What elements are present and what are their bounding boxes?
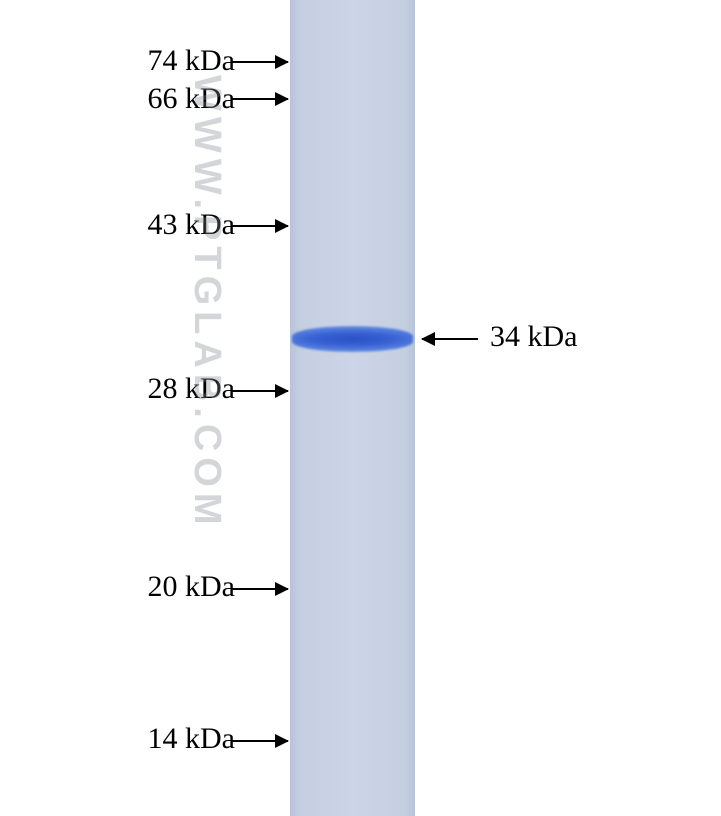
gel-container: 74 kDa 66 kDa 43 kDa 28 kDa 20 kDa 14 kD… [0, 0, 721, 816]
ladder-arrow-74 [232, 61, 288, 63]
ladder-arrow-43 [232, 225, 288, 227]
ladder-label-28: 28 kDa [55, 372, 235, 406]
ladder-label-20: 20 kDa [55, 570, 235, 604]
ladder-arrow-66 [232, 98, 288, 100]
band-label-34: 34 kDa [490, 320, 577, 354]
ladder-label-74: 74 kDa [55, 44, 235, 78]
ladder-arrow-14 [232, 740, 288, 742]
ladder-label-43: 43 kDa [55, 208, 235, 242]
gel-lane [290, 0, 415, 816]
ladder-label-14: 14 kDa [55, 722, 235, 756]
protein-band [292, 326, 413, 352]
watermark-text: WWW.PTGLAB.COM [185, 75, 228, 530]
ladder-arrow-28 [232, 390, 288, 392]
ladder-arrow-20 [232, 588, 288, 590]
band-arrow-34 [422, 338, 478, 340]
ladder-label-66: 66 kDa [55, 82, 235, 116]
